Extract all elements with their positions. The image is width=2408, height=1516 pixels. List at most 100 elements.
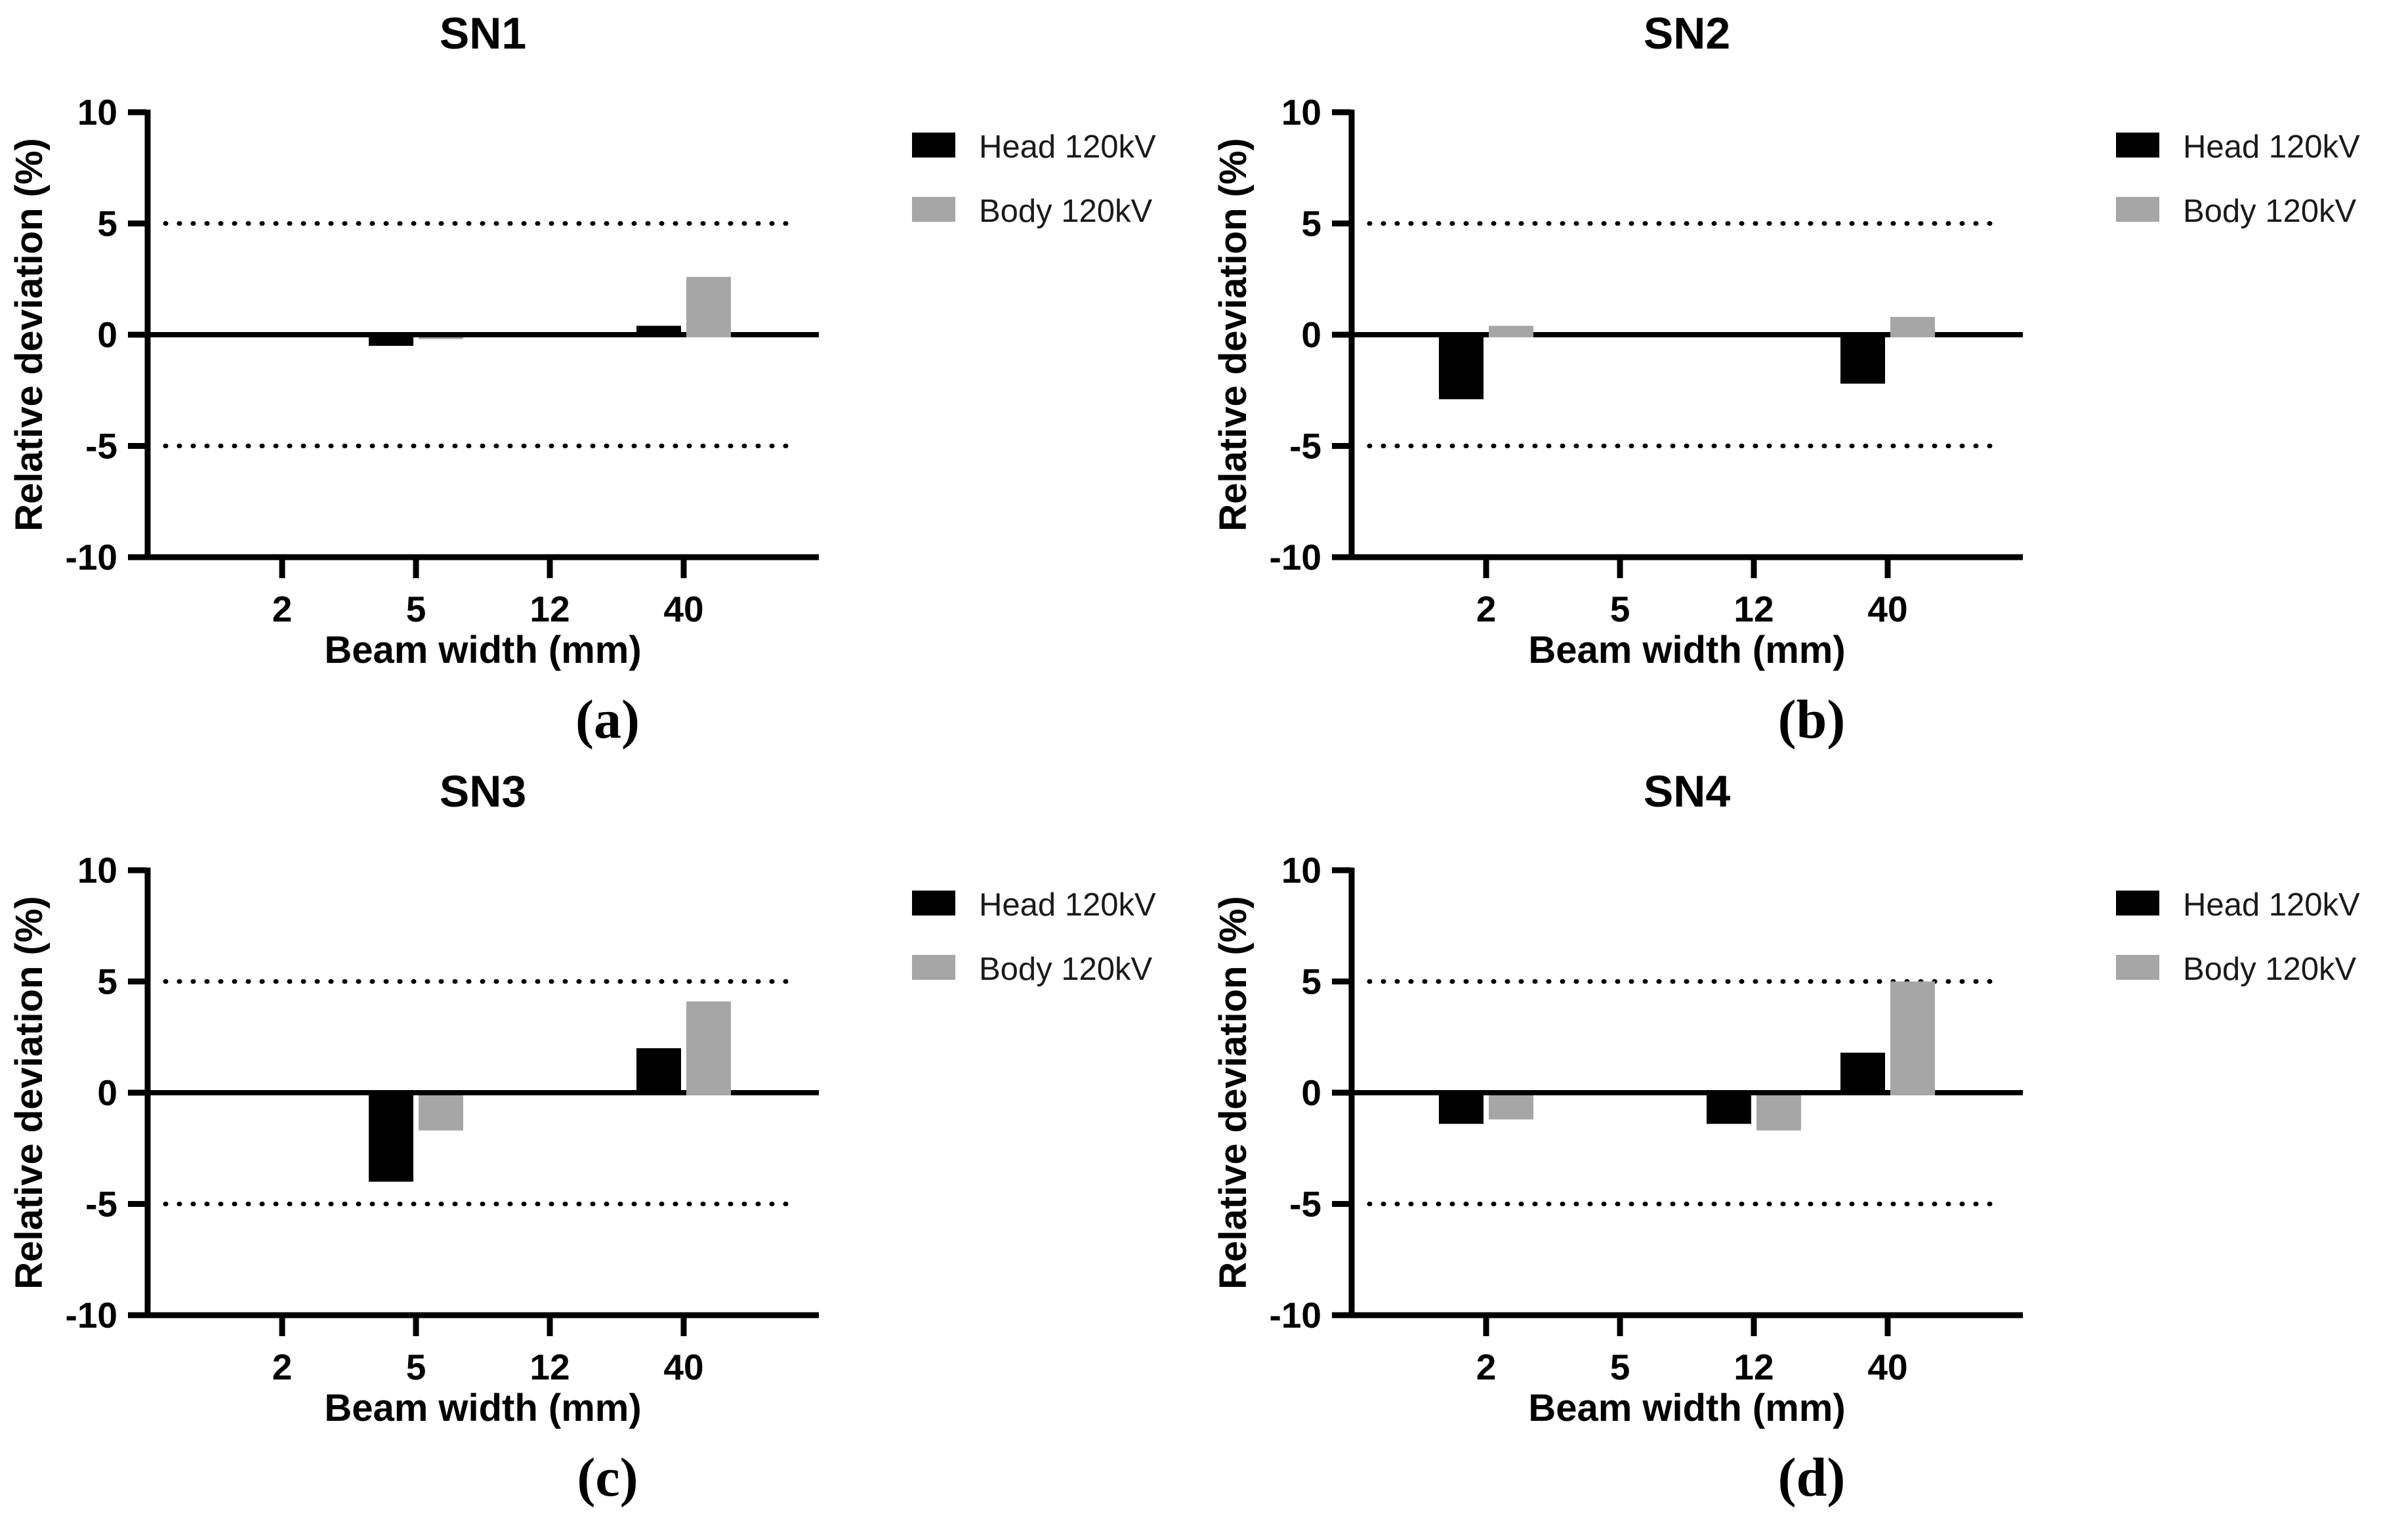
panel-letter: (c) xyxy=(577,1447,638,1508)
plot-area: 10 5 0 -5 -10 2 5 12 40 xyxy=(66,850,819,1387)
y-tick-label: -10 xyxy=(66,537,118,578)
legend-label-body: Body 120kV xyxy=(2183,952,2357,987)
x-tick-label: 12 xyxy=(1733,589,1774,629)
plot-area: 10 5 0 -5 -10 2 5 12 40 xyxy=(66,92,819,629)
legend-label-body: Body 120kV xyxy=(979,952,1153,987)
y-tick-label: -10 xyxy=(1270,1295,1322,1336)
x-tick-label: 40 xyxy=(663,589,703,629)
bar-body-5 xyxy=(419,337,463,339)
panel-title: SN2 xyxy=(1644,9,1730,58)
chart-sn3: SN3 Relative deviation (%) 10 5 0 -5 -10 2 5 12… xyxy=(8,767,1156,1508)
axis-frame xyxy=(1348,868,2023,1318)
y-tick-label: 0 xyxy=(97,1072,117,1113)
legend-swatch-head xyxy=(912,133,955,158)
x-tick-label: 12 xyxy=(1733,1347,1774,1387)
x-tick-label: 5 xyxy=(1610,1347,1630,1387)
legend-swatch-head xyxy=(912,891,955,916)
legend: Head 120kV Body 120kV xyxy=(2116,887,2360,987)
legend-label-head: Head 120kV xyxy=(979,129,1156,165)
bar-body-40 xyxy=(1890,316,1935,337)
panel-title: SN4 xyxy=(1644,767,1730,816)
panel-title: SN3 xyxy=(440,767,526,816)
chart-sn4: SN4 Relative deviation (%) 10 5 0 -5 -10 2 5 12… xyxy=(1212,767,2360,1508)
y-tick-label: -5 xyxy=(1289,1184,1321,1225)
legend-label-body: Body 120kV xyxy=(2183,194,2357,229)
x-tick-label: 40 xyxy=(1867,1347,1907,1387)
legend-swatch-body xyxy=(2116,955,2159,980)
plot-area: 10 5 0 -5 -10 2 5 12 40 xyxy=(1270,850,2023,1387)
bar-head-2 xyxy=(1439,337,1484,400)
bar-body-40 xyxy=(1890,981,1935,1095)
x-tick-label: 2 xyxy=(272,1347,293,1387)
legend: Head 120kV Body 120kV xyxy=(2116,129,2360,229)
x-tick-label: 12 xyxy=(529,1347,570,1387)
plot-area: 10 5 0 -5 -10 2 5 12 40 xyxy=(1270,92,2023,629)
bar-body-2 xyxy=(1489,326,1533,337)
bar-head-12 xyxy=(1707,1095,1751,1124)
legend: Head 120kV Body 120kV xyxy=(912,887,1156,987)
bar-body-2 xyxy=(1489,1095,1533,1120)
x-tick-label: 2 xyxy=(1476,1347,1497,1387)
y-tick-label: -10 xyxy=(1270,537,1322,578)
y-tick-label: -10 xyxy=(66,1295,118,1336)
bar-head-40 xyxy=(1840,337,1885,384)
bar-head-5 xyxy=(369,1095,413,1182)
panel-sn1: SN1 Relative deviation (%) 10 5 0 -5 -10 2 5 12… xyxy=(0,0,1204,758)
x-tick-label: 5 xyxy=(406,1347,426,1387)
y-axis-label: Relative deviation (%) xyxy=(1212,138,1255,531)
y-tick-label: 10 xyxy=(77,92,117,133)
y-tick-label: 10 xyxy=(1281,850,1321,891)
legend-label-body: Body 120kV xyxy=(979,194,1153,229)
panel-letter: (d) xyxy=(1778,1447,1846,1508)
x-tick-label: 5 xyxy=(406,589,426,629)
legend-label-head: Head 120kV xyxy=(2183,887,2360,923)
panel-letter: (b) xyxy=(1778,689,1846,750)
x-tick-label: 2 xyxy=(1476,589,1497,629)
chart-sn1: SN1 Relative deviation (%) 10 5 0 -5 -10 2 5 12… xyxy=(8,9,1156,750)
legend-swatch-body xyxy=(912,955,955,980)
x-tick-label: 40 xyxy=(1867,589,1907,629)
bar-head-2 xyxy=(1439,1095,1484,1124)
x-axis-label: Beam width (mm) xyxy=(324,1387,641,1429)
axis-frame xyxy=(1348,110,2023,560)
bar-body-12 xyxy=(1756,1095,1801,1131)
x-tick-label: 5 xyxy=(1610,589,1630,629)
panel-sn2: SN2 Relative deviation (%) 10 5 0 -5 -10 2 5 12… xyxy=(1204,0,2408,758)
bar-head-40 xyxy=(1840,1052,1885,1095)
y-tick-label: 5 xyxy=(97,203,117,244)
x-axis-label: Beam width (mm) xyxy=(1528,1387,1845,1429)
axis-frame xyxy=(144,868,819,1318)
bar-body-40 xyxy=(686,1001,731,1095)
y-tick-label: 0 xyxy=(1301,1072,1321,1113)
legend-swatch-body xyxy=(912,197,955,222)
y-tick-label: 0 xyxy=(97,314,117,355)
legend-swatch-body xyxy=(2116,197,2159,222)
legend: Head 120kV Body 120kV xyxy=(912,129,1156,229)
legend-label-head: Head 120kV xyxy=(979,887,1156,923)
y-tick-label: 0 xyxy=(1301,314,1321,355)
y-tick-label: 10 xyxy=(1281,92,1321,133)
bar-body-5 xyxy=(419,1095,463,1131)
bar-head-40 xyxy=(636,1048,681,1095)
y-axis-label: Relative deviation (%) xyxy=(8,896,51,1289)
panel-title: SN1 xyxy=(440,9,526,58)
y-tick-label: -5 xyxy=(1289,426,1321,467)
bar-head-40 xyxy=(636,326,681,337)
x-tick-label: 12 xyxy=(529,589,570,629)
bar-body-40 xyxy=(686,276,731,337)
x-tick-label: 40 xyxy=(663,1347,703,1387)
y-tick-label: 10 xyxy=(77,850,117,891)
panel-sn3: SN3 Relative deviation (%) 10 5 0 -5 -10 2 5 12… xyxy=(0,758,1204,1516)
y-tick-label: -5 xyxy=(85,1184,117,1225)
legend-swatch-head xyxy=(2116,133,2159,158)
chart-sn2: SN2 Relative deviation (%) 10 5 0 -5 -10 2 5 12… xyxy=(1212,9,2360,750)
y-tick-label: -5 xyxy=(85,426,117,467)
x-tick-label: 2 xyxy=(272,589,293,629)
x-axis-label: Beam width (mm) xyxy=(1528,629,1845,671)
x-axis-label: Beam width (mm) xyxy=(324,629,641,671)
legend-swatch-head xyxy=(2116,891,2159,916)
axis-frame xyxy=(144,110,819,560)
bar-head-5 xyxy=(369,337,413,346)
y-tick-label: 5 xyxy=(97,961,117,1002)
